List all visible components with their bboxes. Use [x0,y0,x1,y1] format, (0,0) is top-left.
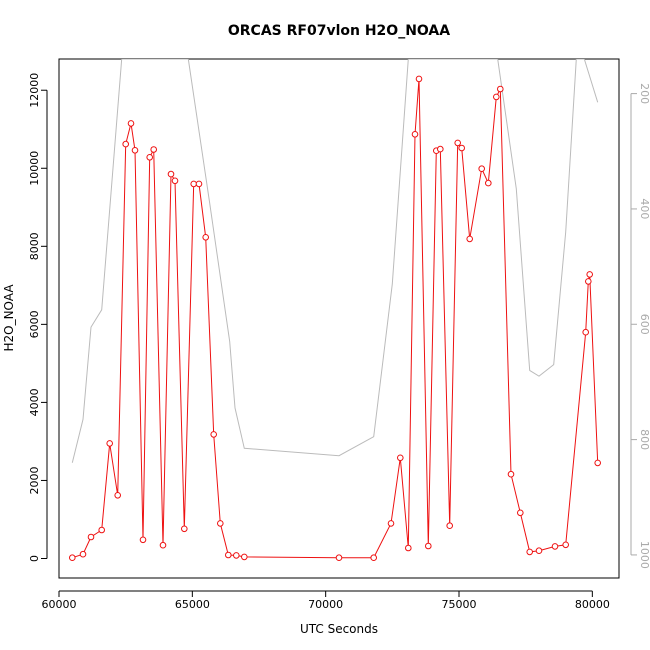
h2o-point [217,520,224,527]
h2o-point [146,154,153,161]
x-tick-label: 75000 [442,598,477,611]
h2o-point [507,470,515,478]
y-tick-label: 10000 [28,151,41,186]
x-tick-label: 60000 [42,598,77,611]
y-tick-label: 4000 [28,388,41,416]
h2o-point [446,522,454,530]
h2o-point [594,459,602,467]
h2o-point [87,533,95,541]
h2o-series-line [72,78,599,559]
h2o-point [585,278,592,285]
h2o-point [181,525,188,533]
y-tick-label: 0 [28,555,41,562]
h2o-point [370,554,378,562]
axes-group: 60000 65000 70000 75000 80000 0 2000 4000 6000 80… [28,73,650,611]
h2o-point [150,146,157,153]
x-axis-label: UTC Seconds [300,622,378,636]
h2o-point [493,93,500,101]
y-tick-label: 12000 [28,73,41,108]
h2o-point [79,550,87,558]
h2o-point [387,520,395,527]
h2o-point [202,234,209,241]
y-tick-label: 6000 [28,310,41,338]
h2o-point [478,165,486,172]
h2o-point [139,536,147,544]
y-axis-label: H2O_NOAA [2,284,16,352]
h2o-point [586,271,594,278]
y2-tick-label: 200 [638,83,650,104]
h2o-point [582,328,590,336]
h2o-point [425,542,432,550]
h2o-point [562,541,570,549]
h2o-point [171,177,179,185]
h2o-point [437,145,444,153]
h2o-point [526,548,534,556]
h2o-point [454,139,462,147]
x-tick-label: 70000 [308,598,343,611]
h2o-point [535,547,543,555]
h2o-point [195,180,203,188]
h2o-point [485,179,492,187]
h2o-point [405,544,412,552]
h2o-point [122,140,129,148]
h2o-point [497,85,504,93]
h2o-point [551,543,559,550]
y2-tick-label: 600 [638,314,650,335]
h2o-point [106,440,113,447]
h2o-point [458,144,466,152]
chart-title: ORCAS RF07vlon H2O_NOAA [228,23,450,39]
h2o-point [190,180,197,188]
series-layer [69,59,602,562]
h2o-point [225,551,232,559]
x-tick-label: 65000 [175,598,210,611]
h2o-point [114,492,121,499]
h2o-point [159,541,167,549]
pressure-series-line [71,59,599,463]
h2o-point [415,75,423,83]
y2-tick-label: 1000 [638,541,650,569]
h2o-point [69,554,76,562]
h2o-point [233,552,240,559]
h2o-point [335,554,343,562]
h2o-point [466,235,474,243]
y2-tick-label: 400 [638,198,650,219]
x-tick-label: 80000 [575,598,610,611]
h2o-point [397,454,404,462]
y-tick-label: 8000 [28,232,41,260]
plot-area-border [58,58,620,579]
h2o-point [167,170,175,178]
h2o-point [210,431,217,438]
h2o-point [98,526,105,534]
y-tick-label: 2000 [28,466,41,494]
h2o-point [131,147,139,154]
h2o-point [411,131,419,138]
y2-tick-label: 800 [638,429,650,450]
h2o-point [127,120,135,127]
h2o-point [241,553,248,561]
h2o-point [517,509,524,517]
